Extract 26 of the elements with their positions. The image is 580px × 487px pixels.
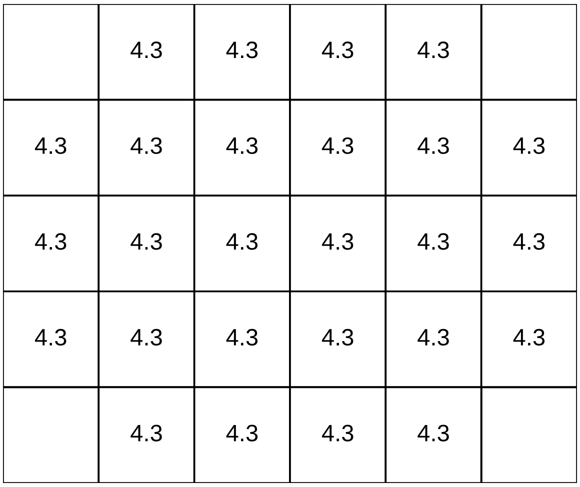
data-label: 4.3	[418, 424, 449, 442]
data-label: 4.3	[130, 424, 162, 442]
data-label: 4.3	[226, 328, 258, 346]
data-label: 4.3	[226, 424, 258, 442]
data-label: 4.3	[226, 137, 258, 154]
data-label: 4.3	[130, 328, 162, 346]
data-label: 4.3	[130, 42, 162, 58]
data-label: 4.3	[322, 233, 354, 250]
data-label: 4.3	[322, 328, 354, 346]
data-label: 4.3	[322, 137, 354, 154]
data-label: 4.3	[513, 328, 545, 346]
data-label: 4.3	[418, 328, 449, 346]
data-label: 4.3	[34, 137, 66, 154]
data-label: 4.3	[34, 233, 66, 250]
data-label: 4.3	[418, 137, 449, 154]
data-label: 4.3	[513, 137, 545, 154]
data-label: 4.3	[226, 233, 258, 250]
data-label: 4.3	[130, 137, 162, 154]
data-label: 4.3	[226, 42, 258, 58]
data-label: 4.3	[34, 328, 66, 346]
data-label: 4.3	[130, 233, 162, 250]
data-label: 4.3	[322, 42, 354, 58]
data-label: 4.3	[418, 233, 449, 250]
data-label: 4.3	[418, 42, 449, 58]
data-label: 4.3	[513, 233, 545, 250]
data-label: 4.3	[322, 424, 354, 442]
